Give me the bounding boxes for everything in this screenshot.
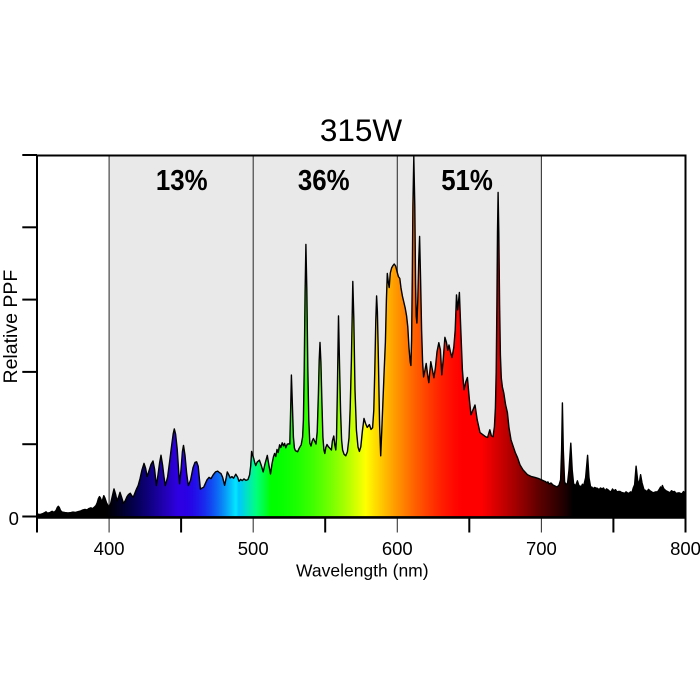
svg-text:Relative PPF: Relative PPF	[0, 270, 22, 384]
svg-text:600: 600	[382, 538, 413, 559]
svg-text:315W: 315W	[320, 112, 403, 148]
svg-text:13%: 13%	[156, 164, 208, 197]
svg-text:51%: 51%	[441, 164, 493, 197]
svg-text:800: 800	[670, 538, 700, 559]
svg-text:0: 0	[9, 508, 19, 529]
svg-text:500: 500	[238, 538, 269, 559]
svg-text:700: 700	[526, 538, 557, 559]
svg-text:Wavelength (nm): Wavelength (nm)	[296, 561, 429, 581]
svg-text:400: 400	[94, 538, 125, 559]
svg-text:36%: 36%	[298, 164, 350, 197]
